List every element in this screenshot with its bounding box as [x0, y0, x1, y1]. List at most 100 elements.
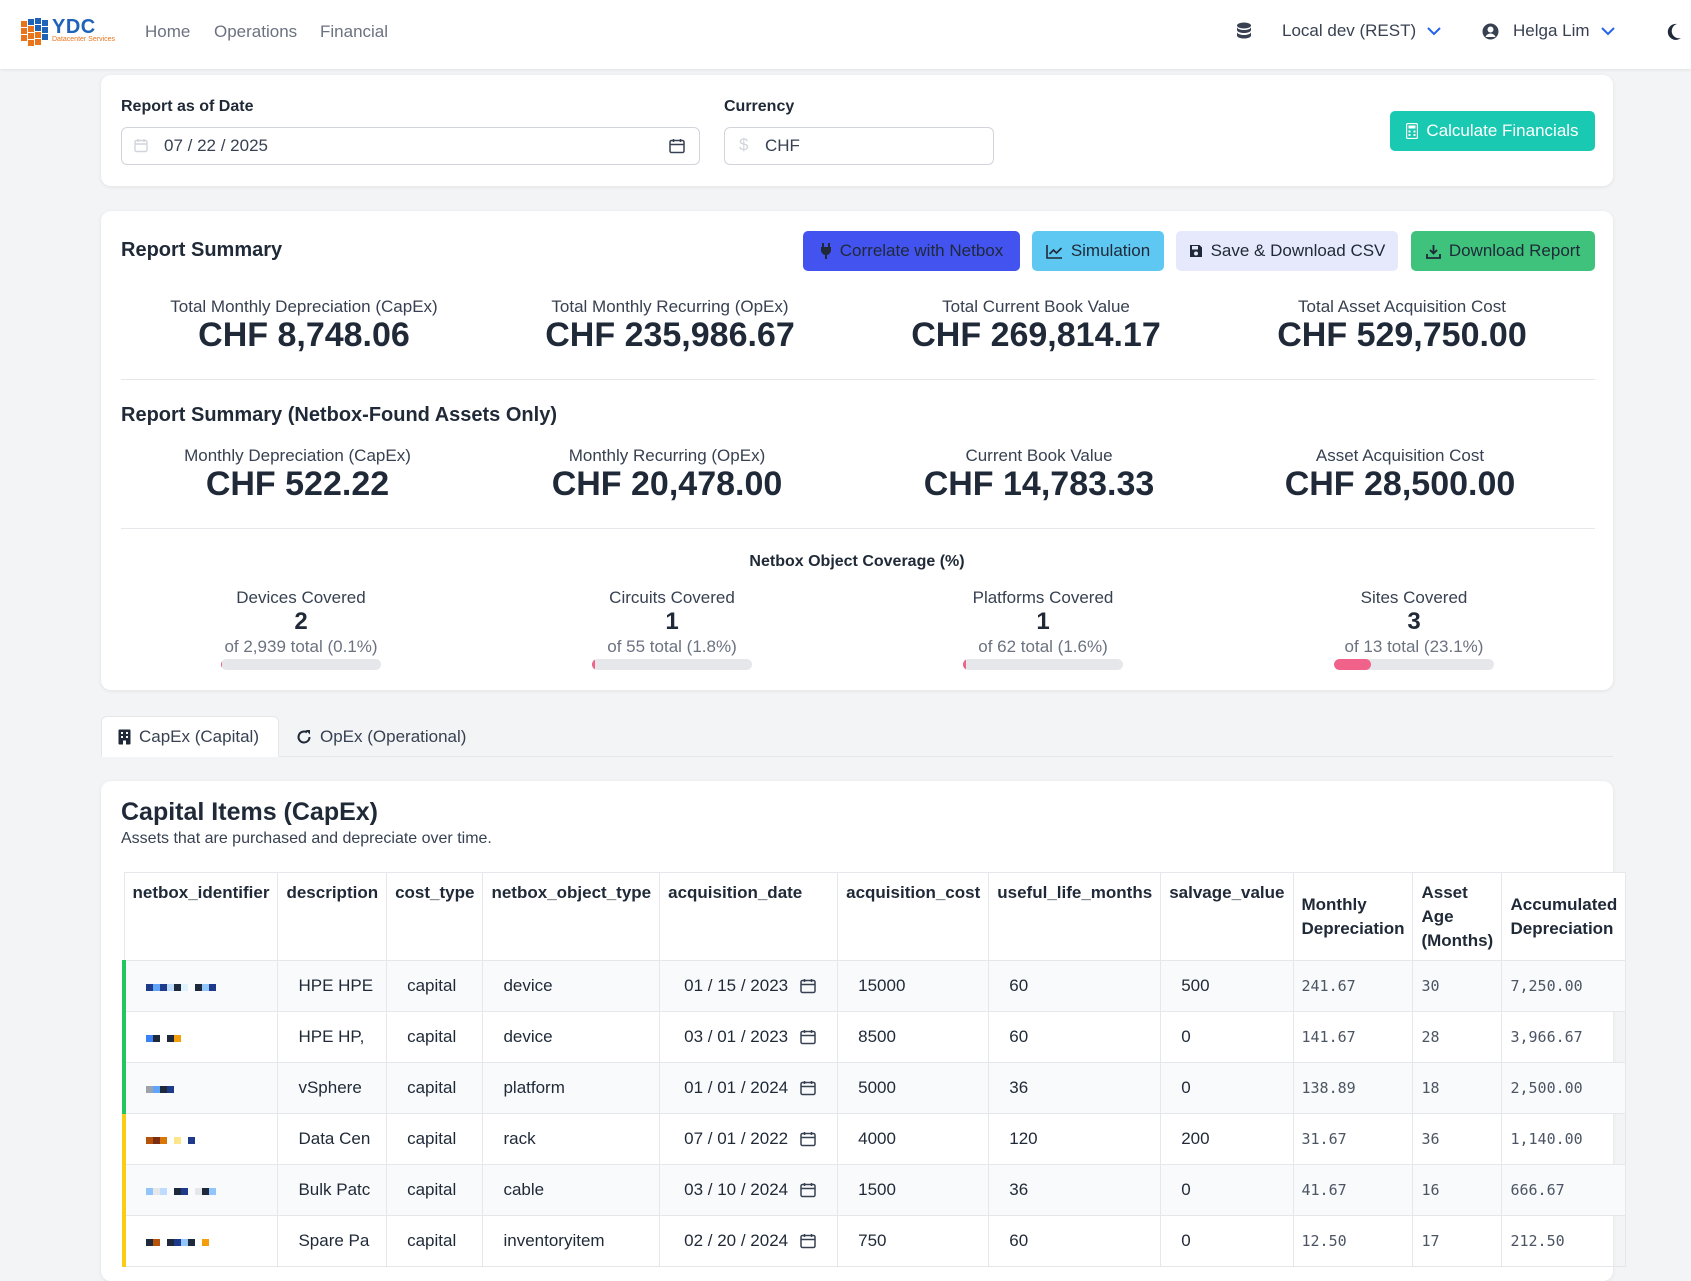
- description-cell[interactable]: HPE HP,: [277, 1011, 388, 1064]
- nav-financial[interactable]: Financial: [320, 22, 389, 41]
- column-header[interactable]: Asset Age (Months): [1412, 871, 1503, 962]
- useful-life-cell[interactable]: 36: [988, 1062, 1162, 1115]
- description-cell[interactable]: Data Cen: [277, 1113, 388, 1166]
- calendar-picker-icon[interactable]: [800, 978, 816, 994]
- useful-life-cell[interactable]: 60: [988, 1215, 1162, 1268]
- useful-life-cell[interactable]: 60: [988, 960, 1162, 1013]
- nav-home[interactable]: Home: [145, 22, 191, 41]
- salvage-value-cell[interactable]: 0: [1160, 1062, 1294, 1115]
- column-header[interactable]: netbox_identifier: [123, 871, 279, 962]
- calculate-financials-button[interactable]: Calculate Financials: [1390, 111, 1595, 151]
- dark-mode-toggle-icon[interactable]: [1666, 23, 1682, 41]
- monthly-depreciation-cell: 138.89: [1292, 1062, 1414, 1115]
- object-type-cell[interactable]: cable: [482, 1164, 661, 1217]
- cost-type-cell[interactable]: capital: [386, 1011, 484, 1064]
- cost-type-cell[interactable]: capital: [386, 960, 484, 1013]
- useful-life-cell[interactable]: 60: [988, 1011, 1162, 1064]
- calendar-picker-icon[interactable]: [800, 1182, 816, 1198]
- save-download-csv-button[interactable]: Save & Download CSV: [1176, 231, 1398, 271]
- calendar-picker-icon[interactable]: [800, 1029, 816, 1045]
- save-download-csv-label: Save & Download CSV: [1210, 241, 1386, 260]
- simulation-button[interactable]: Simulation: [1032, 231, 1164, 271]
- calendar-picker-icon[interactable]: [800, 1233, 816, 1249]
- tab-opex[interactable]: OpEx (Operational): [296, 716, 466, 757]
- stat-label: Current Book Value: [965, 446, 1113, 465]
- netbox-identifier-cell[interactable]: [122, 1215, 279, 1268]
- object-type-cell[interactable]: device: [482, 960, 661, 1013]
- table-row[interactable]: HPE HPE capital device 01 / 15 / 2023 15000 6…: [122, 960, 1627, 1013]
- nav-operations[interactable]: Operations: [214, 22, 298, 41]
- user-menu[interactable]: Helga Lim: [1482, 21, 1616, 41]
- table-row[interactable]: vSphere capital platform 01 / 01 / 2024 5000…: [122, 1062, 1627, 1115]
- description-cell[interactable]: Spare Pa: [277, 1215, 388, 1268]
- netbox-identifier-cell[interactable]: [122, 1113, 279, 1166]
- download-report-button[interactable]: Download Report: [1411, 231, 1595, 271]
- acquisition-cost-cell[interactable]: 15000: [837, 960, 990, 1013]
- column-header[interactable]: Monthly Depreciation: [1292, 871, 1414, 962]
- column-header[interactable]: Accumulated Depreciation: [1501, 871, 1627, 962]
- calendar-picker-icon[interactable]: [669, 138, 685, 154]
- acquisition-date-cell[interactable]: 01 / 15 / 2023: [659, 960, 839, 1013]
- acquisition-date-cell[interactable]: 01 / 01 / 2024: [659, 1062, 839, 1115]
- acquisition-cost-cell[interactable]: 750: [837, 1215, 990, 1268]
- acquisition-date-value[interactable]: 01 / 01 / 2024: [684, 1078, 789, 1098]
- description-cell[interactable]: Bulk Patc: [277, 1164, 388, 1217]
- object-type-cell[interactable]: inventoryitem: [482, 1215, 661, 1268]
- column-header[interactable]: acquisition_date: [659, 871, 839, 962]
- cost-type-cell[interactable]: capital: [386, 1215, 484, 1268]
- acquisition-cost-cell[interactable]: 5000: [837, 1062, 990, 1115]
- table-row[interactable]: HPE HP, capital device 03 / 01 / 2023 8500 60…: [122, 1011, 1627, 1064]
- calendar-picker-icon[interactable]: [800, 1131, 816, 1147]
- useful-life-cell[interactable]: 36: [988, 1164, 1162, 1217]
- table-row[interactable]: Spare Pa capital inventoryitem 02 / 20 / 20…: [122, 1215, 1627, 1268]
- netbox-identifier-cell[interactable]: [122, 1164, 279, 1217]
- table-row[interactable]: Data Cen capital rack 07 / 01 / 2022 4000 120…: [122, 1113, 1627, 1166]
- acquisition-date-value[interactable]: 01 / 15 / 2023: [684, 976, 789, 996]
- table-row[interactable]: Bulk Patc capital cable 03 / 10 / 2024 1500 3…: [122, 1164, 1627, 1217]
- correlate-netbox-button[interactable]: Correlate with Netbox: [803, 231, 1020, 271]
- cost-type-cell[interactable]: capital: [386, 1062, 484, 1115]
- report-date-field[interactable]: [121, 127, 700, 165]
- coverage-count: 2: [294, 608, 308, 635]
- acquisition-date-cell[interactable]: 03 / 01 / 2023: [659, 1011, 839, 1064]
- column-header[interactable]: salvage_value: [1160, 871, 1294, 962]
- salvage-value-cell[interactable]: 0: [1160, 1164, 1294, 1217]
- acquisition-date-cell[interactable]: 03 / 10 / 2024: [659, 1164, 839, 1217]
- acquisition-date-cell[interactable]: 02 / 20 / 2024: [659, 1215, 839, 1268]
- acquisition-date-value[interactable]: 07 / 01 / 2022: [684, 1129, 789, 1149]
- calendar-picker-icon[interactable]: [800, 1080, 816, 1096]
- acquisition-date-value[interactable]: 02 / 20 / 2024: [684, 1231, 789, 1251]
- object-type-cell[interactable]: device: [482, 1011, 661, 1064]
- currency-input[interactable]: [765, 128, 953, 164]
- backend-selector[interactable]: Local dev (REST): [1236, 21, 1442, 41]
- salvage-value-cell[interactable]: 0: [1160, 1215, 1294, 1268]
- useful-life-cell[interactable]: 120: [988, 1113, 1162, 1166]
- column-header[interactable]: acquisition_cost: [837, 871, 990, 962]
- acquisition-cost-cell[interactable]: 8500: [837, 1011, 990, 1064]
- object-type-cell[interactable]: rack: [482, 1113, 661, 1166]
- acquisition-cost-cell[interactable]: 4000: [837, 1113, 990, 1166]
- salvage-value-cell[interactable]: 500: [1160, 960, 1294, 1013]
- netbox-identifier-cell[interactable]: [122, 1062, 279, 1115]
- object-type-cell[interactable]: platform: [482, 1062, 661, 1115]
- salvage-value-cell[interactable]: 0: [1160, 1011, 1294, 1064]
- currency-field[interactable]: $: [724, 127, 994, 165]
- acquisition-cost-cell[interactable]: 1500: [837, 1164, 990, 1217]
- salvage-value-cell[interactable]: 200: [1160, 1113, 1294, 1166]
- brand-logo[interactable]: YDC Datacenter Services: [20, 16, 115, 49]
- acquisition-date-value[interactable]: 03 / 10 / 2024: [684, 1180, 789, 1200]
- cost-type-cell[interactable]: capital: [386, 1113, 484, 1166]
- cost-type-cell[interactable]: capital: [386, 1164, 484, 1217]
- acquisition-date-cell[interactable]: 07 / 01 / 2022: [659, 1113, 839, 1166]
- column-header[interactable]: cost_type: [386, 871, 484, 962]
- tab-capex[interactable]: CapEx (Capital): [101, 716, 279, 757]
- column-header[interactable]: useful_life_months: [988, 871, 1162, 962]
- description-cell[interactable]: HPE HPE: [277, 960, 388, 1013]
- description-cell[interactable]: vSphere: [277, 1062, 388, 1115]
- acquisition-date-value[interactable]: 03 / 01 / 2023: [684, 1027, 789, 1047]
- report-date-input[interactable]: [164, 128, 568, 164]
- column-header[interactable]: netbox_object_type: [482, 871, 661, 962]
- netbox-identifier-cell[interactable]: [122, 960, 279, 1013]
- column-header[interactable]: description: [277, 871, 388, 962]
- netbox-identifier-cell[interactable]: [122, 1011, 279, 1064]
